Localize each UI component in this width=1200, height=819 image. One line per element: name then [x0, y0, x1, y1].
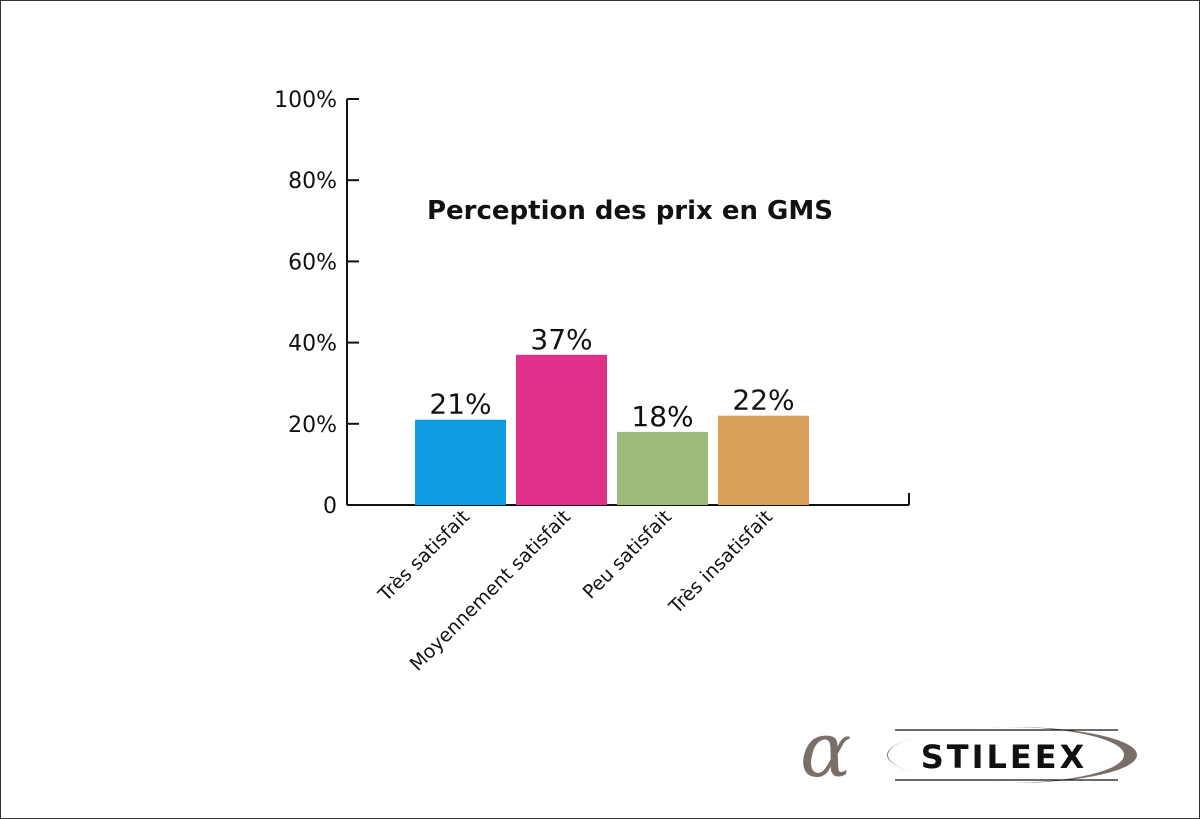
bar-value-label: 22% [732, 384, 794, 417]
stileex-logo: α STILEEX [800, 724, 1137, 786]
x-tick-label: Peu satisfait [579, 506, 676, 603]
chart-title: Perception des prix en GMS [426, 196, 833, 226]
bar-value-label: 18% [631, 400, 693, 433]
y-tick-label: 100% [274, 88, 337, 113]
bars [415, 354, 809, 505]
alpha-icon: α [800, 724, 851, 786]
bar [516, 354, 607, 505]
logo-wordmark: STILEEX [921, 738, 1088, 776]
bar [415, 419, 506, 505]
bar-value-label: 37% [530, 323, 592, 356]
bar-value-label: 21% [429, 388, 491, 421]
x-tick-label: Très satisfait [374, 506, 474, 606]
y-tick-label: 0 [323, 494, 337, 519]
value-labels: 21% 37% 18% 22% [429, 323, 794, 433]
x-tick-label: Moyennement satisfait [406, 506, 575, 675]
logo-ellipse-inner [888, 727, 1124, 783]
bar [718, 415, 809, 505]
bar [617, 431, 708, 505]
x-tick-label: Très insatisfait [664, 506, 777, 619]
y-tick-label: 20% [288, 413, 337, 438]
y-ticks: 0 20% 40% 60% 80% 100% [274, 88, 359, 519]
y-tick-label: 40% [288, 332, 337, 357]
y-tick-label: 80% [288, 169, 337, 194]
y-tick-label: 60% [288, 250, 337, 275]
